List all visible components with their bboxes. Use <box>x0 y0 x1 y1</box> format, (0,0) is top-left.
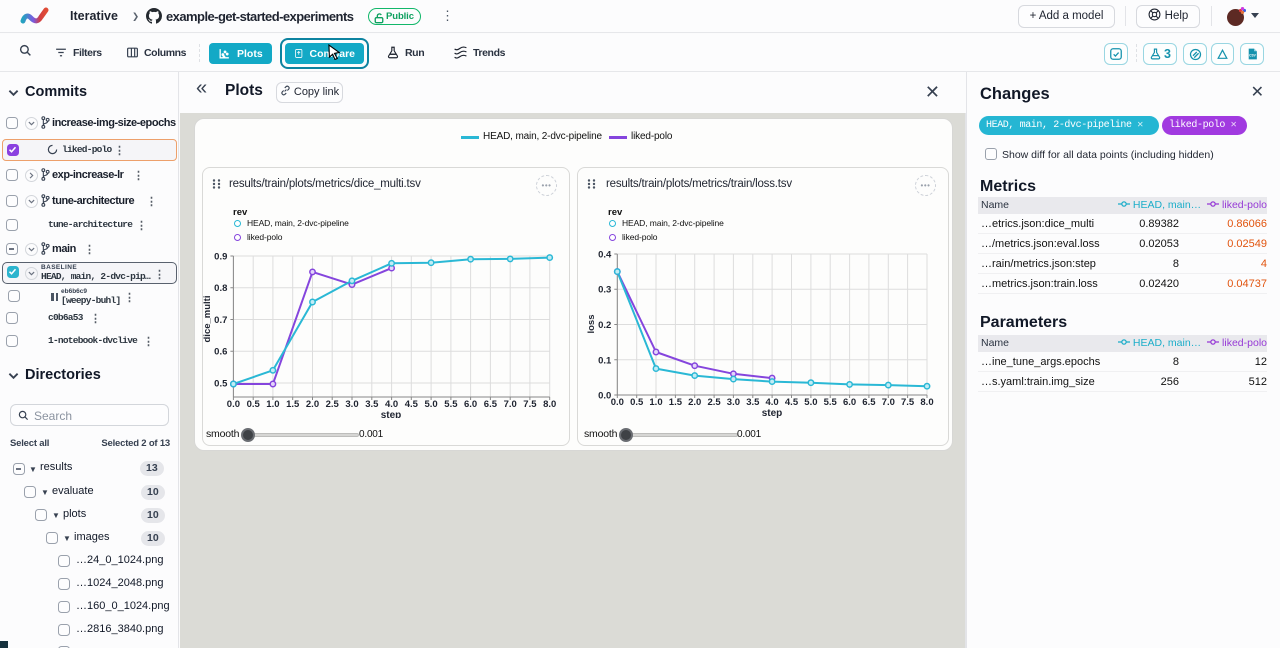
svg-text:5.5: 5.5 <box>824 397 838 408</box>
svg-text:0.5: 0.5 <box>630 397 644 408</box>
svg-text:0.0: 0.0 <box>611 397 624 408</box>
svg-text:0.0: 0.0 <box>227 399 240 410</box>
svg-text:2.0: 2.0 <box>306 399 319 410</box>
svg-text:8.0: 8.0 <box>543 399 556 410</box>
svg-text:dice_multi: dice_multi <box>203 296 213 343</box>
svg-text:1.5: 1.5 <box>669 397 683 408</box>
svg-text:0.4: 0.4 <box>598 250 612 261</box>
svg-text:2.5: 2.5 <box>707 397 721 408</box>
svg-text:0.2: 0.2 <box>598 320 611 331</box>
svg-text:0.5: 0.5 <box>214 379 228 390</box>
svg-text:6.0: 6.0 <box>464 399 477 410</box>
svg-text:4.5: 4.5 <box>785 397 799 408</box>
svg-text:3.5: 3.5 <box>365 399 379 410</box>
svg-text:1.0: 1.0 <box>266 399 279 410</box>
svg-text:loss: loss <box>586 314 597 333</box>
svg-text:step: step <box>381 410 402 418</box>
svg-text:4.5: 4.5 <box>405 399 419 410</box>
svg-text:0.9: 0.9 <box>214 252 227 263</box>
svg-text:8.0: 8.0 <box>920 397 933 408</box>
svg-text:0.0: 0.0 <box>598 391 611 402</box>
svg-text:CSV: CSV <box>1249 54 1257 58</box>
svg-text:0.8: 0.8 <box>214 283 227 294</box>
svg-text:6.5: 6.5 <box>484 399 498 410</box>
svg-text:7.0: 7.0 <box>504 399 517 410</box>
svg-text:0.6: 0.6 <box>214 347 227 358</box>
svg-text:0.5: 0.5 <box>247 399 261 410</box>
svg-text:step: step <box>762 408 783 418</box>
svg-text:6.5: 6.5 <box>862 397 876 408</box>
svg-text:0.3: 0.3 <box>598 285 611 296</box>
svg-text:4.0: 4.0 <box>385 399 398 410</box>
svg-text:7.5: 7.5 <box>901 397 915 408</box>
svg-text:5.0: 5.0 <box>804 397 817 408</box>
svg-text:3.0: 3.0 <box>727 397 740 408</box>
svg-text:0.7: 0.7 <box>214 315 227 326</box>
svg-text:2.5: 2.5 <box>326 399 340 410</box>
svg-text:6.0: 6.0 <box>843 397 856 408</box>
svg-text:7.0: 7.0 <box>882 397 895 408</box>
svg-text:3.0: 3.0 <box>345 399 358 410</box>
svg-text:0.1: 0.1 <box>598 355 612 366</box>
svg-text:5.5: 5.5 <box>444 399 458 410</box>
svg-text:5.0: 5.0 <box>424 399 437 410</box>
svg-text:2.0: 2.0 <box>688 397 701 408</box>
svg-text:3.5: 3.5 <box>746 397 760 408</box>
svg-text:7.5: 7.5 <box>523 399 537 410</box>
svg-text:4.0: 4.0 <box>765 397 778 408</box>
svg-text:1.5: 1.5 <box>286 399 300 410</box>
svg-text:1.0: 1.0 <box>649 397 662 408</box>
